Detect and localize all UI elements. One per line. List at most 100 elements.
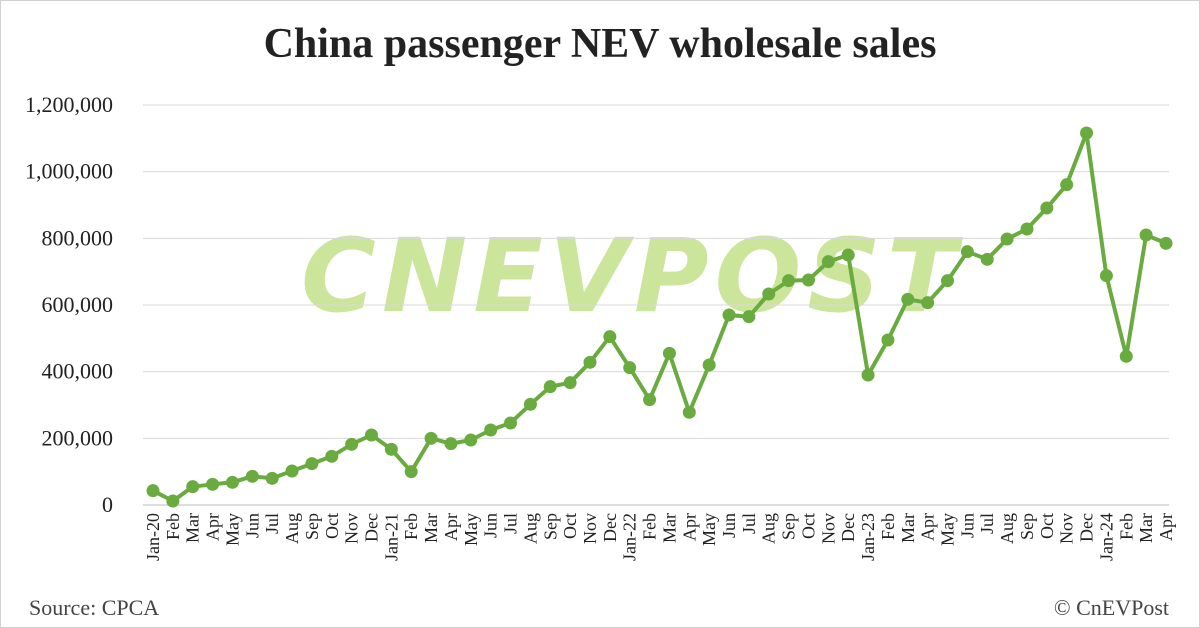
data-point [265, 471, 279, 485]
data-point [841, 248, 855, 262]
x-tick-label: Feb [163, 513, 183, 540]
data-point [1000, 232, 1014, 246]
x-tick-label: Jul [501, 513, 521, 534]
x-tick-label: May [461, 513, 481, 546]
data-point [901, 292, 915, 306]
x-tick-label: Mar [898, 513, 918, 543]
data-point [225, 475, 239, 489]
data-point [1060, 178, 1074, 192]
x-tick-label: Jun [481, 513, 501, 538]
x-tick-label: May [222, 513, 242, 546]
data-point [424, 431, 438, 445]
x-tick-label: Sep [1017, 513, 1037, 540]
x-tick-label: Dec [361, 513, 381, 542]
x-tick-label: Nov [342, 513, 362, 544]
x-tick-label: Aug [282, 513, 302, 544]
data-point [801, 273, 815, 287]
x-tick-label: Apr [203, 513, 223, 541]
data-point [762, 287, 776, 301]
x-tick-label: Dec [600, 513, 620, 542]
data-point [1159, 236, 1173, 250]
series-line [151, 131, 1168, 503]
data-point [245, 469, 259, 483]
watermark-logo: CNEVPOST [301, 217, 964, 336]
data-point [543, 380, 557, 394]
x-tick-label: Feb [640, 513, 660, 540]
data-point [523, 397, 537, 411]
x-tick-label: Jul [262, 513, 282, 534]
data-point [662, 346, 676, 360]
x-tick-label: Jun [719, 513, 739, 538]
data-point [1139, 228, 1153, 242]
x-tick-label: Jan-22 [620, 513, 640, 561]
x-axis-ticks: Jan-20 Feb Mar Apr May Jun Jul Aug Sep Oct Nov Dec J… [143, 513, 1176, 561]
x-tick-label: Jun [242, 513, 262, 538]
data-point [722, 308, 736, 322]
data-point [384, 442, 398, 456]
data-point [960, 245, 974, 259]
data-point [1099, 269, 1113, 283]
x-tick-label: Jan-21 [381, 513, 401, 561]
data-point [623, 361, 637, 375]
data-point [702, 358, 716, 372]
x-tick-label: Oct [798, 513, 818, 539]
x-tick-label: Apr [1156, 513, 1176, 541]
series-line-path [151, 131, 1168, 503]
x-tick-label: Jan-24 [1096, 513, 1116, 561]
data-point [980, 252, 994, 266]
data-point [583, 355, 597, 369]
x-tick-label: Dec [1077, 513, 1097, 542]
x-tick-label: Feb [878, 513, 898, 540]
x-tick-label: Oct [322, 513, 342, 539]
x-tick-label: Nov [1057, 513, 1077, 544]
data-point [881, 333, 895, 347]
data-point [941, 274, 955, 288]
x-tick-label: Jan-23 [858, 513, 878, 561]
x-tick-label: Oct [560, 513, 580, 539]
data-point [861, 368, 875, 382]
data-point [603, 330, 617, 344]
data-point [563, 376, 577, 390]
data-point [504, 416, 518, 430]
x-tick-label: Aug [520, 513, 540, 544]
x-tick-label: Aug [759, 513, 779, 544]
y-axis-ticks: 0 200,000 400,000 600,000 800,000 1,000,000 1,… [25, 92, 113, 517]
x-tick-label: Feb [1116, 513, 1136, 540]
x-tick-label: Mar [421, 513, 441, 543]
data-point [166, 494, 180, 508]
data-point [1119, 349, 1133, 363]
x-tick-label: Feb [401, 513, 421, 540]
data-point [305, 457, 319, 471]
data-point [484, 423, 498, 437]
x-tick-label: Apr [918, 513, 938, 541]
x-tick-label: Aug [997, 513, 1017, 544]
y-tick-label: 1,000,000 [25, 159, 113, 184]
data-point [464, 433, 478, 447]
data-point [186, 480, 200, 494]
x-tick-label: Jul [739, 513, 759, 534]
x-tick-label: Oct [1037, 513, 1057, 539]
data-point [821, 255, 835, 269]
data-point [921, 296, 935, 310]
y-tick-label: 800,000 [42, 225, 114, 250]
series-points [146, 126, 1173, 508]
y-tick-label: 0 [102, 492, 113, 517]
x-tick-label: Nov [818, 513, 838, 544]
x-tick-label: Sep [779, 513, 799, 540]
data-point [742, 310, 756, 324]
x-tick-label: Jun [957, 513, 977, 538]
x-tick-label: May [938, 513, 958, 546]
y-tick-label: 600,000 [42, 292, 114, 317]
data-point [325, 449, 339, 463]
x-tick-label: May [699, 513, 719, 546]
gridlines [143, 104, 1169, 506]
x-tick-label: Nov [580, 513, 600, 544]
data-point [444, 437, 458, 451]
data-point [682, 405, 696, 419]
y-tick-label: 1,200,000 [25, 92, 113, 117]
data-point [1020, 222, 1034, 236]
credit-note: © CnEVPost [1054, 595, 1169, 620]
x-tick-label: Sep [540, 513, 560, 540]
